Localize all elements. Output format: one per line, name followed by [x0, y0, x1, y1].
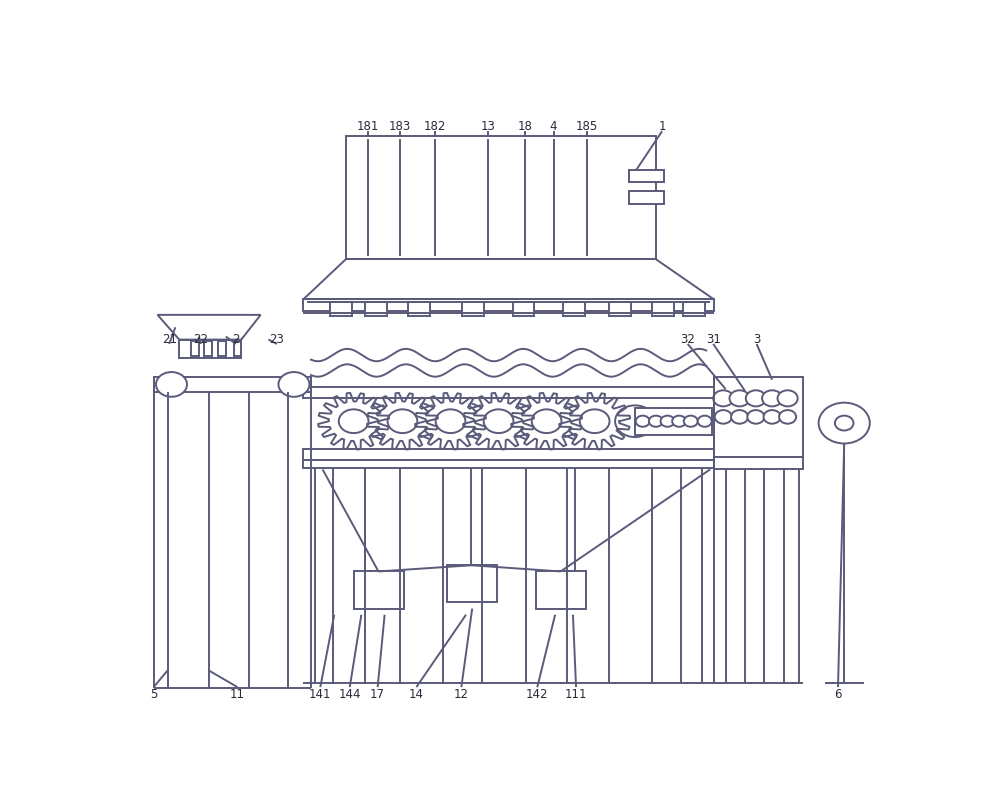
Bar [629, 192, 664, 205]
Text: 12: 12 [454, 687, 469, 700]
Text: 144: 144 [338, 687, 361, 700]
Bar [408, 303, 430, 317]
Circle shape [819, 403, 870, 444]
Bar [462, 303, 484, 317]
Circle shape [835, 416, 854, 431]
Bar [683, 303, 705, 317]
Circle shape [684, 416, 698, 427]
Text: 185: 185 [576, 119, 598, 132]
Bar [330, 303, 352, 317]
Text: 18: 18 [517, 119, 532, 132]
Bar [191, 342, 199, 357]
Bar [303, 449, 714, 460]
Text: 11: 11 [230, 687, 245, 700]
Text: 111: 111 [565, 687, 587, 700]
Circle shape [746, 391, 766, 407]
Bar [635, 408, 712, 436]
Bar [609, 303, 631, 317]
Bar [714, 377, 803, 457]
Circle shape [484, 410, 513, 434]
Circle shape [615, 406, 655, 438]
Text: 31: 31 [706, 333, 721, 346]
Circle shape [156, 373, 187, 397]
Bar [218, 342, 226, 357]
Bar [303, 460, 714, 468]
Circle shape [762, 391, 782, 407]
Bar [536, 572, 586, 609]
Bar [354, 572, 404, 609]
Bar [563, 303, 585, 317]
Circle shape [649, 416, 663, 427]
Circle shape [698, 416, 712, 427]
Text: 142: 142 [526, 687, 549, 700]
Text: 181: 181 [356, 119, 379, 132]
Text: 1: 1 [658, 119, 666, 132]
Circle shape [731, 411, 748, 424]
Circle shape [730, 391, 750, 407]
Text: 182: 182 [424, 119, 446, 132]
Circle shape [636, 416, 650, 427]
Bar [234, 342, 241, 357]
Bar [303, 300, 714, 311]
Bar [512, 303, 534, 317]
Bar [652, 303, 674, 317]
Text: 23: 23 [269, 333, 284, 346]
Circle shape [661, 416, 674, 427]
Bar [346, 136, 656, 260]
Bar [365, 303, 387, 317]
Text: 17: 17 [370, 687, 385, 700]
Circle shape [715, 411, 732, 424]
Bar [154, 377, 311, 393]
Text: 14: 14 [409, 687, 424, 700]
Text: 21: 21 [162, 333, 177, 346]
Bar [179, 340, 241, 358]
Circle shape [339, 410, 369, 434]
Circle shape [388, 410, 417, 434]
Text: 141: 141 [309, 687, 332, 700]
Text: 6: 6 [834, 687, 842, 700]
Text: 183: 183 [389, 119, 411, 132]
Bar [303, 387, 714, 399]
Circle shape [436, 410, 465, 434]
Circle shape [278, 373, 309, 397]
Text: 13: 13 [480, 119, 495, 132]
Text: 5: 5 [150, 687, 157, 700]
Text: 4: 4 [550, 119, 557, 132]
Bar [447, 565, 497, 602]
Polygon shape [158, 315, 261, 340]
Text: 3: 3 [753, 333, 760, 346]
Bar [714, 457, 803, 470]
Circle shape [747, 411, 764, 424]
Circle shape [580, 410, 610, 434]
Bar [629, 170, 664, 183]
Circle shape [672, 416, 686, 427]
Circle shape [778, 391, 798, 407]
Text: 2: 2 [232, 333, 240, 346]
Circle shape [532, 410, 561, 434]
Text: 32: 32 [680, 333, 695, 346]
Circle shape [764, 411, 781, 424]
Text: 22: 22 [193, 333, 208, 346]
Bar [204, 342, 212, 357]
Circle shape [779, 411, 796, 424]
Circle shape [713, 391, 733, 407]
